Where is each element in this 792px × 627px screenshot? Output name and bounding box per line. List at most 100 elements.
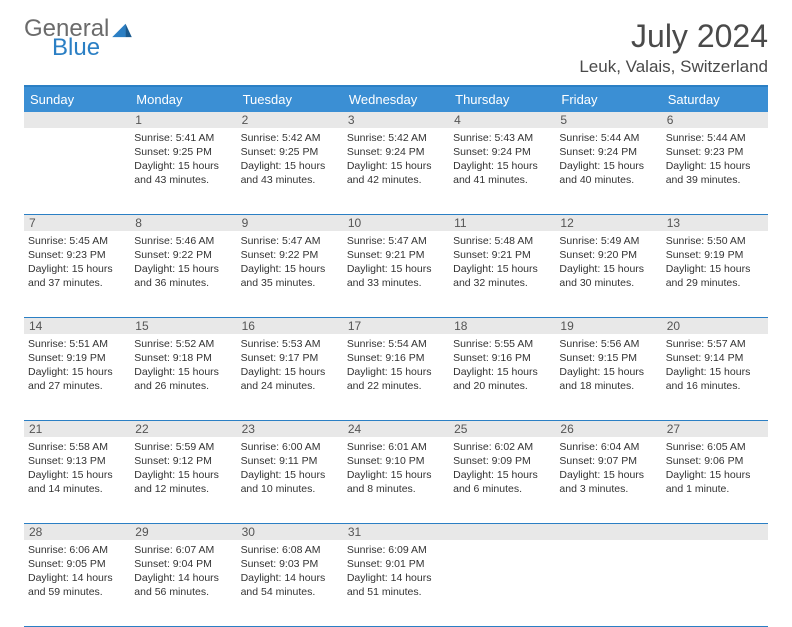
day-number: 26 <box>555 421 661 437</box>
day-cell: Sunrise: 5:41 AMSunset: 9:25 PMDaylight:… <box>130 128 236 214</box>
daylight-line2: and 24 minutes. <box>241 380 339 393</box>
sunset-line: Sunset: 9:04 PM <box>134 558 232 571</box>
sunrise-line: Sunrise: 6:06 AM <box>28 544 126 557</box>
sunset-line: Sunset: 9:22 PM <box>134 249 232 262</box>
day-number: 29 <box>130 524 236 540</box>
sunset-line: Sunset: 9:20 PM <box>559 249 657 262</box>
daylight-line2: and 22 minutes. <box>347 380 445 393</box>
week-row: Sunrise: 5:51 AMSunset: 9:19 PMDaylight:… <box>24 334 768 421</box>
daylight-line2: and 43 minutes. <box>134 174 232 187</box>
daylight-line2: and 1 minute. <box>666 483 764 496</box>
day-cell <box>449 540 555 626</box>
daylight-line: Daylight: 15 hours <box>559 263 657 276</box>
day-cell: Sunrise: 5:43 AMSunset: 9:24 PMDaylight:… <box>449 128 555 214</box>
day-number: 24 <box>343 421 449 437</box>
day-number: 28 <box>24 524 130 540</box>
daylight-line: Daylight: 14 hours <box>347 572 445 585</box>
day-number: 12 <box>555 215 661 231</box>
daylight-line2: and 39 minutes. <box>666 174 764 187</box>
daynum-row: 78910111213 <box>24 215 768 231</box>
sunrise-line: Sunrise: 5:51 AM <box>28 338 126 351</box>
daylight-line2: and 41 minutes. <box>453 174 551 187</box>
daylight-line: Daylight: 15 hours <box>453 160 551 173</box>
daylight-line2: and 32 minutes. <box>453 277 551 290</box>
daylight-line: Daylight: 15 hours <box>666 366 764 379</box>
day-number: 9 <box>237 215 343 231</box>
day-cell: Sunrise: 6:09 AMSunset: 9:01 PMDaylight:… <box>343 540 449 626</box>
day-cell <box>555 540 661 626</box>
day-number: 30 <box>237 524 343 540</box>
day-number: 10 <box>343 215 449 231</box>
sunset-line: Sunset: 9:25 PM <box>134 146 232 159</box>
daylight-line: Daylight: 15 hours <box>559 160 657 173</box>
sunrise-line: Sunrise: 5:46 AM <box>134 235 232 248</box>
day-cell: Sunrise: 5:51 AMSunset: 9:19 PMDaylight:… <box>24 334 130 420</box>
daylight-line: Daylight: 15 hours <box>28 263 126 276</box>
sunset-line: Sunset: 9:24 PM <box>559 146 657 159</box>
daylight-line2: and 6 minutes. <box>453 483 551 496</box>
daylight-line2: and 30 minutes. <box>559 277 657 290</box>
daylight-line: Daylight: 15 hours <box>347 469 445 482</box>
sunrise-line: Sunrise: 5:55 AM <box>453 338 551 351</box>
day-number: 16 <box>237 318 343 334</box>
daylight-line: Daylight: 15 hours <box>241 366 339 379</box>
daynum-row: 14151617181920 <box>24 318 768 334</box>
weeks-container: 123456Sunrise: 5:41 AMSunset: 9:25 PMDay… <box>24 112 768 627</box>
daylight-line2: and 18 minutes. <box>559 380 657 393</box>
day-number <box>24 112 130 128</box>
sunset-line: Sunset: 9:18 PM <box>134 352 232 365</box>
day-number: 25 <box>449 421 555 437</box>
day-cell: Sunrise: 5:56 AMSunset: 9:15 PMDaylight:… <box>555 334 661 420</box>
daylight-line: Daylight: 14 hours <box>134 572 232 585</box>
sunrise-line: Sunrise: 5:59 AM <box>134 441 232 454</box>
sunset-line: Sunset: 9:16 PM <box>347 352 445 365</box>
day-cell: Sunrise: 5:57 AMSunset: 9:14 PMDaylight:… <box>662 334 768 420</box>
logo: GeneralBlue <box>24 18 133 60</box>
sunset-line: Sunset: 9:23 PM <box>28 249 126 262</box>
header: GeneralBlue July 2024 Leuk, Valais, Swit… <box>24 18 768 77</box>
sunrise-line: Sunrise: 5:56 AM <box>559 338 657 351</box>
sunrise-line: Sunrise: 5:54 AM <box>347 338 445 351</box>
sunset-line: Sunset: 9:16 PM <box>453 352 551 365</box>
day-cell: Sunrise: 5:50 AMSunset: 9:19 PMDaylight:… <box>662 231 768 317</box>
day-cell: Sunrise: 5:55 AMSunset: 9:16 PMDaylight:… <box>449 334 555 420</box>
day-cell: Sunrise: 5:47 AMSunset: 9:22 PMDaylight:… <box>237 231 343 317</box>
daylight-line2: and 54 minutes. <box>241 586 339 599</box>
sunrise-line: Sunrise: 5:44 AM <box>559 132 657 145</box>
daylight-line2: and 10 minutes. <box>241 483 339 496</box>
daylight-line2: and 51 minutes. <box>347 586 445 599</box>
day-cell: Sunrise: 6:08 AMSunset: 9:03 PMDaylight:… <box>237 540 343 626</box>
daylight-line2: and 56 minutes. <box>134 586 232 599</box>
day-cell: Sunrise: 5:46 AMSunset: 9:22 PMDaylight:… <box>130 231 236 317</box>
title-block: July 2024 Leuk, Valais, Switzerland <box>579 18 768 77</box>
daylight-line2: and 16 minutes. <box>666 380 764 393</box>
daylight-line2: and 27 minutes. <box>28 380 126 393</box>
day-cell: Sunrise: 5:59 AMSunset: 9:12 PMDaylight:… <box>130 437 236 523</box>
day-number: 19 <box>555 318 661 334</box>
sunset-line: Sunset: 9:14 PM <box>666 352 764 365</box>
sunrise-line: Sunrise: 5:49 AM <box>559 235 657 248</box>
daylight-line2: and 33 minutes. <box>347 277 445 290</box>
daylight-line2: and 26 minutes. <box>134 380 232 393</box>
day-cell: Sunrise: 5:42 AMSunset: 9:25 PMDaylight:… <box>237 128 343 214</box>
sunrise-line: Sunrise: 5:50 AM <box>666 235 764 248</box>
day-cell: Sunrise: 6:07 AMSunset: 9:04 PMDaylight:… <box>130 540 236 626</box>
sunrise-line: Sunrise: 5:44 AM <box>666 132 764 145</box>
calendar: SundayMondayTuesdayWednesdayThursdayFrid… <box>24 85 768 627</box>
dow-thursday: Thursday <box>449 87 555 112</box>
day-number: 8 <box>130 215 236 231</box>
daylight-line: Daylight: 15 hours <box>241 160 339 173</box>
daylight-line: Daylight: 15 hours <box>134 263 232 276</box>
day-cell: Sunrise: 6:00 AMSunset: 9:11 PMDaylight:… <box>237 437 343 523</box>
sunset-line: Sunset: 9:17 PM <box>241 352 339 365</box>
day-cell: Sunrise: 6:02 AMSunset: 9:09 PMDaylight:… <box>449 437 555 523</box>
daylight-line: Daylight: 15 hours <box>666 263 764 276</box>
daylight-line: Daylight: 15 hours <box>134 366 232 379</box>
daylight-line2: and 35 minutes. <box>241 277 339 290</box>
daylight-line2: and 40 minutes. <box>559 174 657 187</box>
daylight-line2: and 43 minutes. <box>241 174 339 187</box>
sunrise-line: Sunrise: 6:04 AM <box>559 441 657 454</box>
dow-wednesday: Wednesday <box>343 87 449 112</box>
sunrise-line: Sunrise: 6:02 AM <box>453 441 551 454</box>
daylight-line: Daylight: 14 hours <box>28 572 126 585</box>
